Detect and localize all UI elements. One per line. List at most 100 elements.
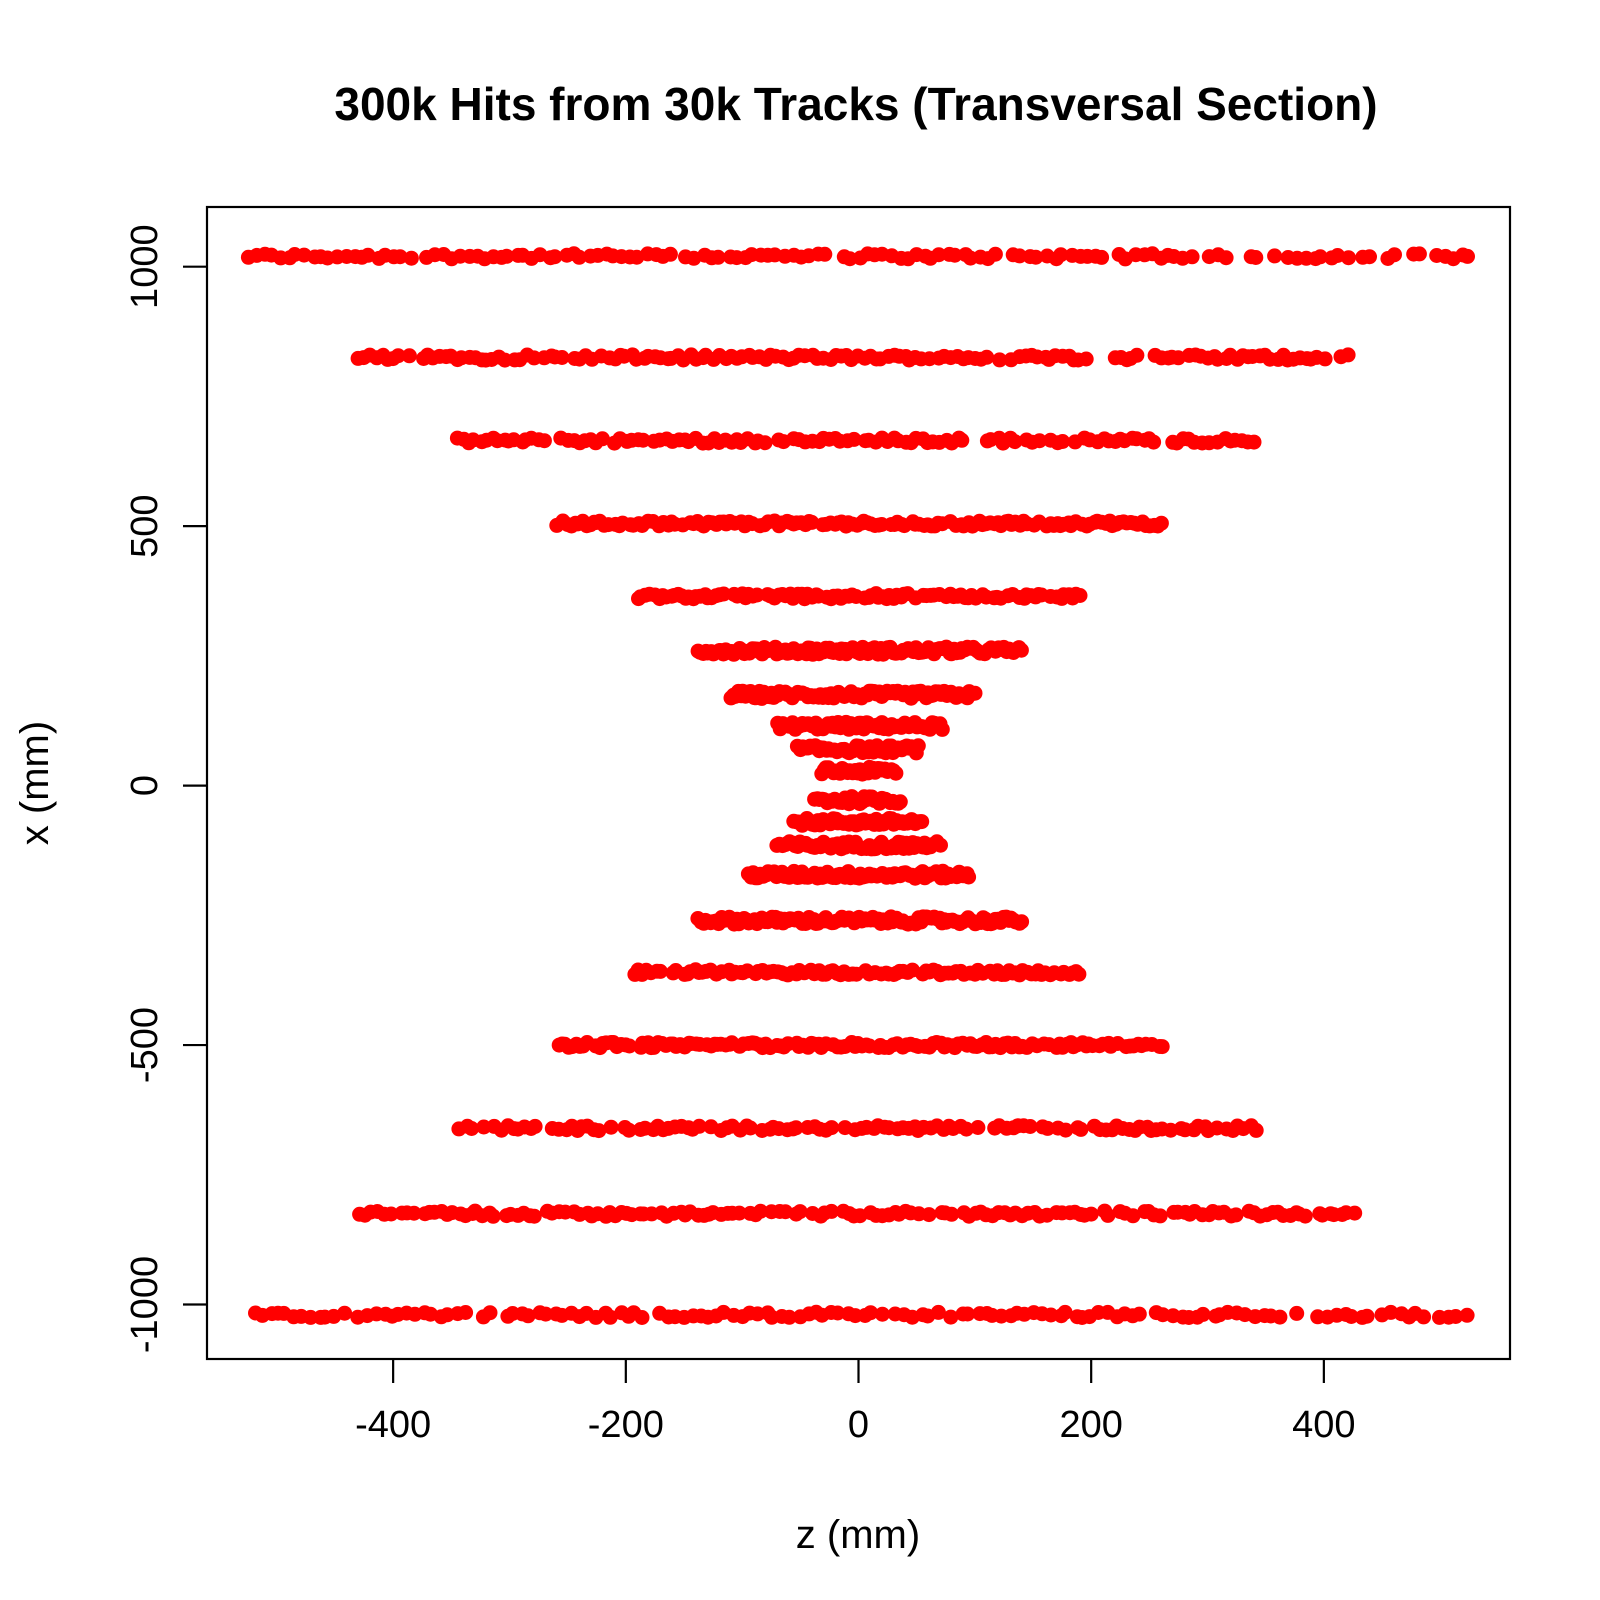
- hit-point: [824, 1120, 840, 1136]
- hit-point: [1343, 1309, 1359, 1324]
- hit-point: [1100, 1207, 1116, 1223]
- hit-point: [1459, 1307, 1475, 1323]
- hit-point: [406, 1205, 422, 1221]
- hit-point: [1448, 1309, 1464, 1324]
- y-axis-label: x (mm): [13, 721, 57, 845]
- hit-point: [538, 1306, 554, 1322]
- hit-point: [403, 250, 419, 266]
- hit-point: [1184, 249, 1200, 265]
- hit-point: [958, 1121, 974, 1137]
- hit-point: [921, 1207, 937, 1223]
- hit-point: [1013, 642, 1029, 658]
- hit-point: [824, 1203, 839, 1219]
- hit-point: [1359, 1308, 1375, 1324]
- hit-point: [1297, 1208, 1313, 1224]
- hit-point: [753, 1203, 769, 1219]
- hit-point: [1073, 1121, 1089, 1137]
- hit-point: [1340, 347, 1356, 363]
- hit-point: [943, 1309, 959, 1325]
- hit-point: [1072, 588, 1088, 603]
- hit-point: [401, 348, 417, 364]
- hit-point: [1362, 249, 1377, 265]
- hit-point: [1416, 1309, 1432, 1325]
- hit-point: [1248, 250, 1264, 265]
- x-tick-label: -400: [355, 1404, 431, 1446]
- hit-point: [464, 1121, 480, 1136]
- hit-point: [910, 738, 926, 754]
- hit-point: [621, 1122, 637, 1138]
- hit-point: [817, 246, 833, 262]
- hit-point: [520, 1308, 536, 1324]
- hit-point: [1152, 1208, 1168, 1224]
- hit-point: [979, 349, 995, 365]
- hit-point: [1012, 248, 1027, 264]
- hit-point: [892, 794, 908, 810]
- hit-point: [591, 1123, 607, 1139]
- y-tick-label: -500: [124, 1007, 166, 1083]
- hit-point: [1228, 1207, 1244, 1223]
- x-tick-label: 0: [848, 1404, 869, 1446]
- hit-point: [757, 435, 773, 451]
- hit-point: [830, 1305, 846, 1321]
- hit-point: [1083, 1206, 1099, 1222]
- hit-point: [1218, 250, 1234, 266]
- hit-point: [1146, 434, 1162, 450]
- x-tick-label: 400: [1292, 1404, 1355, 1446]
- hit-point: [1248, 1122, 1264, 1138]
- hit-point: [635, 432, 651, 448]
- hit-point: [691, 1118, 707, 1134]
- hit-point: [992, 352, 1008, 368]
- hit-point: [482, 1305, 498, 1321]
- hit-point: [961, 869, 977, 885]
- y-axis: -1000 -500 0 500 1000: [124, 224, 207, 1353]
- x-axis: -400 -200 0 200 400: [355, 1359, 1356, 1446]
- hit-point: [594, 431, 610, 447]
- hit-point: [874, 1306, 890, 1322]
- hit-point: [967, 685, 983, 701]
- hit-point: [634, 1310, 650, 1325]
- chart-title: 300k Hits from 30k Tracks (Transversal S…: [334, 78, 1377, 130]
- hit-point: [1078, 351, 1094, 367]
- hit-point: [485, 1208, 501, 1224]
- hit-point: [1460, 248, 1475, 264]
- hit-point: [547, 249, 563, 265]
- hit-point: [1411, 246, 1427, 262]
- hit-point: [337, 1305, 353, 1321]
- hit-point: [792, 1204, 808, 1220]
- hit-point: [1312, 249, 1328, 265]
- hit-point: [602, 1309, 618, 1325]
- hit-point: [652, 963, 668, 979]
- hit-point: [662, 246, 678, 262]
- hit-point: [1032, 433, 1047, 449]
- hit-point: [621, 1038, 637, 1054]
- hit-point: [1057, 1304, 1073, 1320]
- hit-point: [1094, 249, 1110, 265]
- x-axis-label: z (mm): [796, 1513, 920, 1557]
- hit-point: [1125, 1208, 1141, 1224]
- hit-point: [1195, 1306, 1211, 1322]
- x-tick-label: 200: [1059, 1404, 1122, 1446]
- data-points: [240, 246, 1475, 1325]
- hit-point: [933, 837, 948, 853]
- hit-point: [954, 432, 970, 448]
- hit-point: [788, 1120, 804, 1136]
- y-tick-label: -1000: [124, 1256, 166, 1353]
- hit-point: [1347, 1205, 1363, 1221]
- hit-point: [716, 586, 732, 602]
- hit-point: [934, 721, 950, 737]
- hit-point: [846, 431, 862, 447]
- hit-point: [527, 1118, 543, 1134]
- y-tick-label: 1000: [124, 224, 166, 309]
- plot-frame: [205, 205, 1512, 1361]
- hit-point: [458, 1305, 474, 1320]
- hit-point: [731, 1205, 747, 1221]
- hit-point: [960, 1306, 976, 1322]
- hit-point: [781, 1309, 797, 1325]
- hit-point: [554, 350, 570, 365]
- hit-point: [1014, 914, 1030, 930]
- y-tick-label: 0: [124, 775, 166, 796]
- hit-point: [888, 765, 904, 781]
- hit-point: [1053, 247, 1069, 263]
